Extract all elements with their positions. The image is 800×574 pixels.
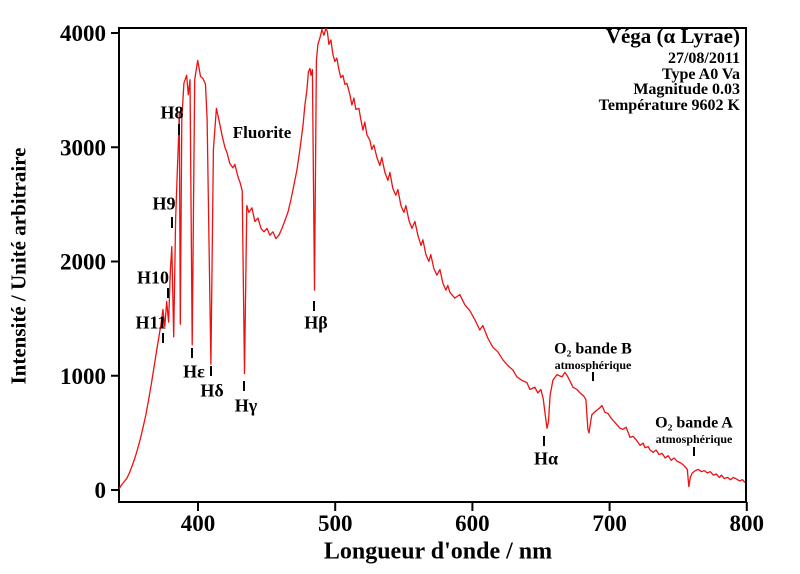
observation-date: 27/08/2011 (667, 50, 740, 67)
spectral-line-label: atmosphérique (656, 432, 733, 446)
x-tick-label: 800 (730, 511, 765, 536)
spectral-line-label: atmosphérique (555, 358, 632, 372)
spectral-line-label: Hα (534, 448, 558, 468)
x-tick-label: 600 (455, 511, 490, 536)
x-tick-label: 400 (181, 511, 216, 536)
spectral-line-label: Hε (183, 361, 205, 381)
y-tick-label: 2000 (60, 250, 106, 275)
spectral-line-label: H9 (152, 193, 175, 213)
magnitude: Magnitude 0.03 (633, 81, 740, 98)
temperature: Température 9602 K (598, 96, 740, 114)
spectral-line-label: O₂ bande A (655, 415, 733, 432)
spectral-line-label: H8 (160, 102, 183, 122)
spectrum-line (119, 28, 746, 490)
y-tick-label: 1000 (60, 364, 106, 389)
spectral-line-label: Fluorite (233, 123, 292, 142)
spectral-line-label: Hγ (235, 395, 258, 415)
x-tick-label: 700 (592, 511, 627, 536)
y-tick-label: 4000 (60, 21, 106, 46)
spectral-line-label: Hδ (200, 380, 223, 400)
x-axis-title: Longueur d'onde / nm (323, 538, 553, 565)
y-axis-title: Intensité / Unité arbitraire (6, 147, 31, 385)
spectral-line-label: H11 (135, 312, 166, 332)
y-tick-label: 3000 (60, 135, 106, 160)
y-tick-label: 0 (95, 478, 107, 503)
spectral-line-label: Hβ (304, 312, 327, 332)
spectral-line-label: H10 (137, 267, 169, 287)
chart-title: Véga (α Lyrae) (605, 24, 740, 48)
plot-frame (118, 27, 747, 503)
title-block: Véga (α Lyrae) 27/08/2011 Type A0 Va Mag… (599, 26, 740, 113)
spectral-type: Type A0 Va (662, 65, 740, 83)
x-tick-label: 500 (318, 511, 353, 536)
spectral-line-label: O₂ bande B (554, 341, 632, 358)
